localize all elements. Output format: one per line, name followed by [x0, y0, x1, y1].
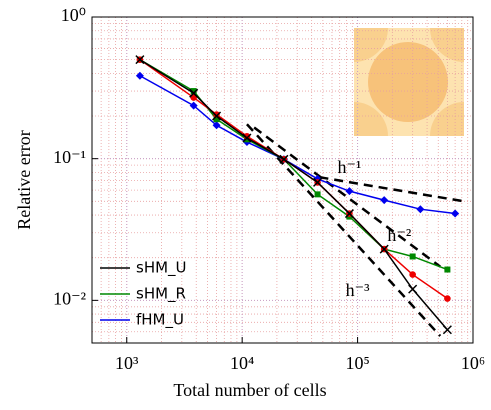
point — [135, 55, 145, 65]
point — [213, 111, 220, 118]
y-tick-label: 10⁻² — [53, 288, 86, 308]
slope-label: h⁻² — [387, 225, 411, 245]
legend-label: sHM_U — [136, 259, 187, 278]
series-line — [139, 59, 448, 331]
point — [279, 154, 289, 164]
slope-line — [253, 126, 441, 268]
point — [189, 101, 198, 110]
point — [314, 191, 321, 198]
point — [379, 244, 389, 254]
slope-line — [319, 175, 463, 203]
point — [190, 94, 197, 101]
point — [408, 284, 418, 294]
legend-label: fHM_U — [136, 311, 184, 330]
point — [135, 71, 144, 80]
plot-frame — [91, 16, 474, 344]
point — [444, 266, 451, 273]
point — [416, 205, 425, 214]
x-tick-label: 10⁵ — [345, 353, 369, 373]
point — [212, 111, 222, 121]
x-axis-label: Total number of cells — [173, 380, 326, 400]
point — [409, 271, 416, 278]
point — [243, 132, 251, 140]
y-tick-label: 10⁻¹ — [53, 147, 86, 167]
slope-label: h⁻³ — [346, 280, 371, 300]
point — [444, 295, 451, 302]
x-tick-label: 10³ — [115, 353, 139, 373]
y-axis-label: Relative error — [14, 130, 34, 229]
y-tick-label: 10⁰ — [61, 5, 86, 25]
x-tick-label: 10⁶ — [461, 353, 485, 373]
point — [213, 116, 220, 123]
corner — [354, 102, 388, 136]
point — [313, 177, 323, 187]
series-line — [139, 75, 456, 215]
slope-label: h⁻¹ — [337, 157, 361, 177]
point — [212, 121, 221, 130]
inset-cube — [354, 28, 464, 136]
point — [345, 187, 354, 196]
point — [344, 209, 354, 219]
point — [189, 88, 199, 98]
x-tick-label: 10⁴ — [230, 353, 254, 373]
legend-label: sHM_R — [136, 285, 186, 304]
sphere — [368, 42, 448, 122]
slope-line — [246, 123, 442, 337]
point — [190, 88, 197, 95]
corner — [354, 28, 388, 62]
point — [242, 133, 252, 143]
point — [409, 253, 416, 260]
point — [442, 325, 452, 335]
point — [380, 196, 389, 205]
point — [451, 209, 460, 218]
